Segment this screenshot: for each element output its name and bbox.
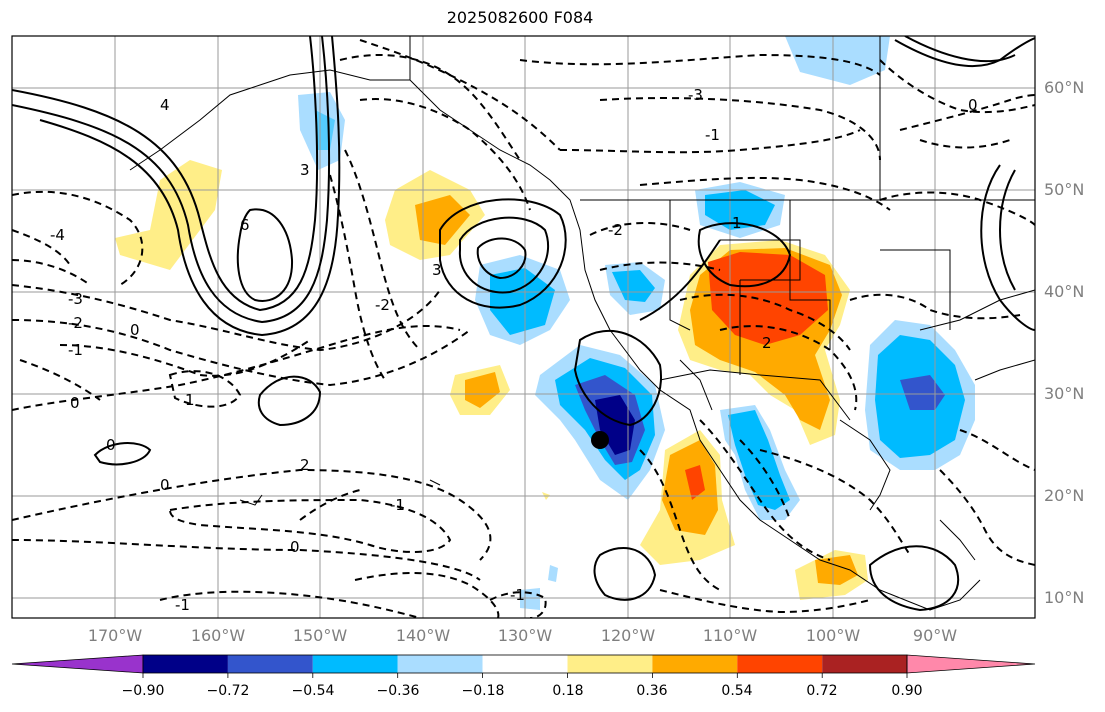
lon-label: 120°W [600, 626, 656, 645]
contour-label: 1 [732, 214, 742, 232]
contour-label: -4 [50, 226, 65, 244]
coastlines [129, 36, 1035, 611]
colorbar-tick-label: 0.36 [636, 683, 668, 699]
colorbar-bin [652, 655, 738, 673]
colorbar-bin [737, 655, 823, 673]
contour-label: -2 [608, 221, 623, 239]
colorbar-bin [482, 655, 568, 673]
contour-label: -1 [68, 341, 83, 359]
map-title: 2025082600 F084 [446, 8, 594, 27]
colorbar-over-arrow [906, 654, 1036, 674]
lat-label: 30°N [1044, 384, 1085, 403]
colorbar-under-arrow [11, 654, 144, 674]
contour-label: -3 [688, 86, 703, 104]
colorbar-bin [397, 655, 483, 673]
lat-label: 40°N [1044, 282, 1085, 301]
contour-label: -2 [68, 314, 83, 332]
lon-label: 90°W [912, 626, 958, 645]
lon-label: 100°W [805, 626, 861, 645]
contour-label: 0 [160, 476, 170, 494]
colorbar-tick-label: −0.90 [121, 683, 165, 699]
contour-label: -1 [705, 126, 720, 144]
lon-label: 140°W [395, 626, 451, 645]
lat-label: 60°N [1044, 78, 1085, 97]
contour-label: 3 [300, 161, 310, 179]
contour-label: 0 [290, 538, 300, 556]
contour-label: 2 [762, 334, 772, 352]
lat-label: 20°N [1044, 486, 1085, 505]
colorbar-tick-label: 0.18 [552, 683, 584, 699]
contour-label: 0 [70, 394, 80, 412]
contour-label: -2 [375, 296, 390, 314]
contour-label: 6 [240, 216, 250, 234]
colorbar-bin [822, 655, 908, 673]
contour-label: 0 [130, 321, 140, 339]
lon-label: 150°W [292, 626, 348, 645]
colorbar-bin [227, 655, 313, 673]
lon-label: 130°W [497, 626, 553, 645]
lon-label: 160°W [190, 626, 246, 645]
colorbar-bin [312, 655, 398, 673]
colorbar-tick-label: −0.18 [461, 683, 505, 699]
lon-label: 170°W [87, 626, 143, 645]
lon-label: 110°W [702, 626, 758, 645]
contour-label: -1 [390, 496, 405, 514]
contour-labels: -4 -3 -2 -1 0 1 2 3 6 -1 -2 0 1 -1 0 0 -… [50, 86, 978, 614]
contour-label: 0 [968, 96, 978, 114]
colorbar-tick-label: −0.36 [376, 683, 420, 699]
contour-label: 3 [432, 261, 442, 279]
contour-label: -1 [510, 586, 525, 604]
contour-label: 1 [185, 391, 195, 409]
contour-label: 2 [300, 456, 310, 474]
plot-frame [11, 35, 1036, 619]
colorbar [11, 654, 1036, 678]
contours [12, 36, 1035, 612]
lat-label: 50°N [1044, 180, 1085, 199]
contour-label: -3 [68, 290, 83, 308]
colorbar-tick-label: −0.72 [206, 683, 250, 699]
colorbar-tick-label: −0.54 [291, 683, 335, 699]
colorbar-tick-label: 0.72 [806, 683, 838, 699]
contour-label: 0 [106, 436, 116, 454]
dashed-contours [12, 39, 1035, 618]
contour-label: 4 [160, 96, 170, 114]
contour-label: -1 [175, 596, 190, 614]
colorbar-bin [143, 655, 228, 673]
colorbar-tick-label: 0.54 [721, 683, 753, 699]
colorbar-tick-label: 0.90 [891, 683, 923, 699]
colorbar-bin [567, 655, 653, 673]
storm-marker [591, 431, 609, 449]
lat-label: 10°N [1044, 588, 1085, 607]
